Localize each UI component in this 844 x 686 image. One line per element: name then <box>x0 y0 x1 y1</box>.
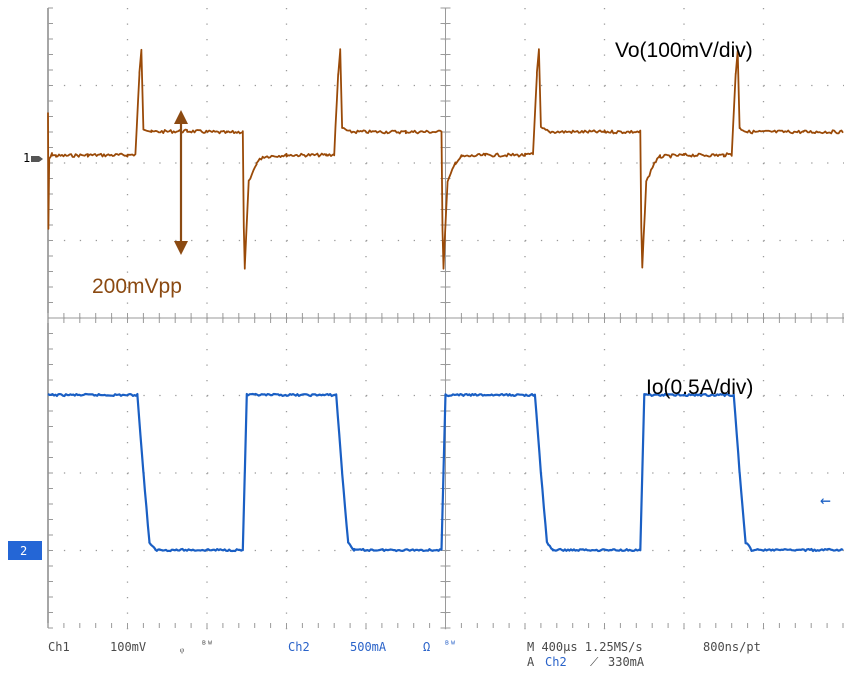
vo-scale-label: Vo(100mV/div) <box>615 39 753 62</box>
ch2-coupling: Ω <box>423 640 430 654</box>
peak-to-peak-label: 200mVpp <box>92 275 182 298</box>
trigger-source: Ch2 <box>545 655 567 669</box>
ch2-scale: 500mA <box>350 640 387 654</box>
svg-text:2: 2 <box>20 544 27 558</box>
trigger-level: 330mA <box>608 655 645 669</box>
ch1-name: Ch1 <box>48 640 70 654</box>
ch2-bandwidth: ᴮᵂ <box>444 640 456 651</box>
ch1-bandwidth: ᴮᵂ <box>201 640 213 651</box>
axis-ticks <box>47 7 844 629</box>
peak-to-peak-arrow <box>174 110 188 255</box>
ch1-coupling: ᵩ <box>180 640 184 654</box>
io-trace <box>47 392 844 553</box>
sample-interval-readout: 800ns/pt <box>703 640 761 654</box>
ch2-name: Ch2 <box>288 640 310 654</box>
traces <box>47 48 844 553</box>
ch1-marker: 1 <box>23 151 43 165</box>
trigger-slope: ⟋ <box>590 655 599 669</box>
trigger-prefix: A <box>527 655 535 669</box>
vo-trace <box>47 48 844 270</box>
svg-text:1: 1 <box>23 151 30 165</box>
io-scale-label: Io(0.5A/div) <box>646 376 753 399</box>
grid <box>47 7 844 630</box>
ch1-scale: 100mV <box>110 640 146 654</box>
ch2-marker: 2 <box>8 541 42 560</box>
timebase-readout: M 400µs 1.25MS/s <box>527 640 643 654</box>
trigger-level-arrow: ← <box>820 490 831 511</box>
